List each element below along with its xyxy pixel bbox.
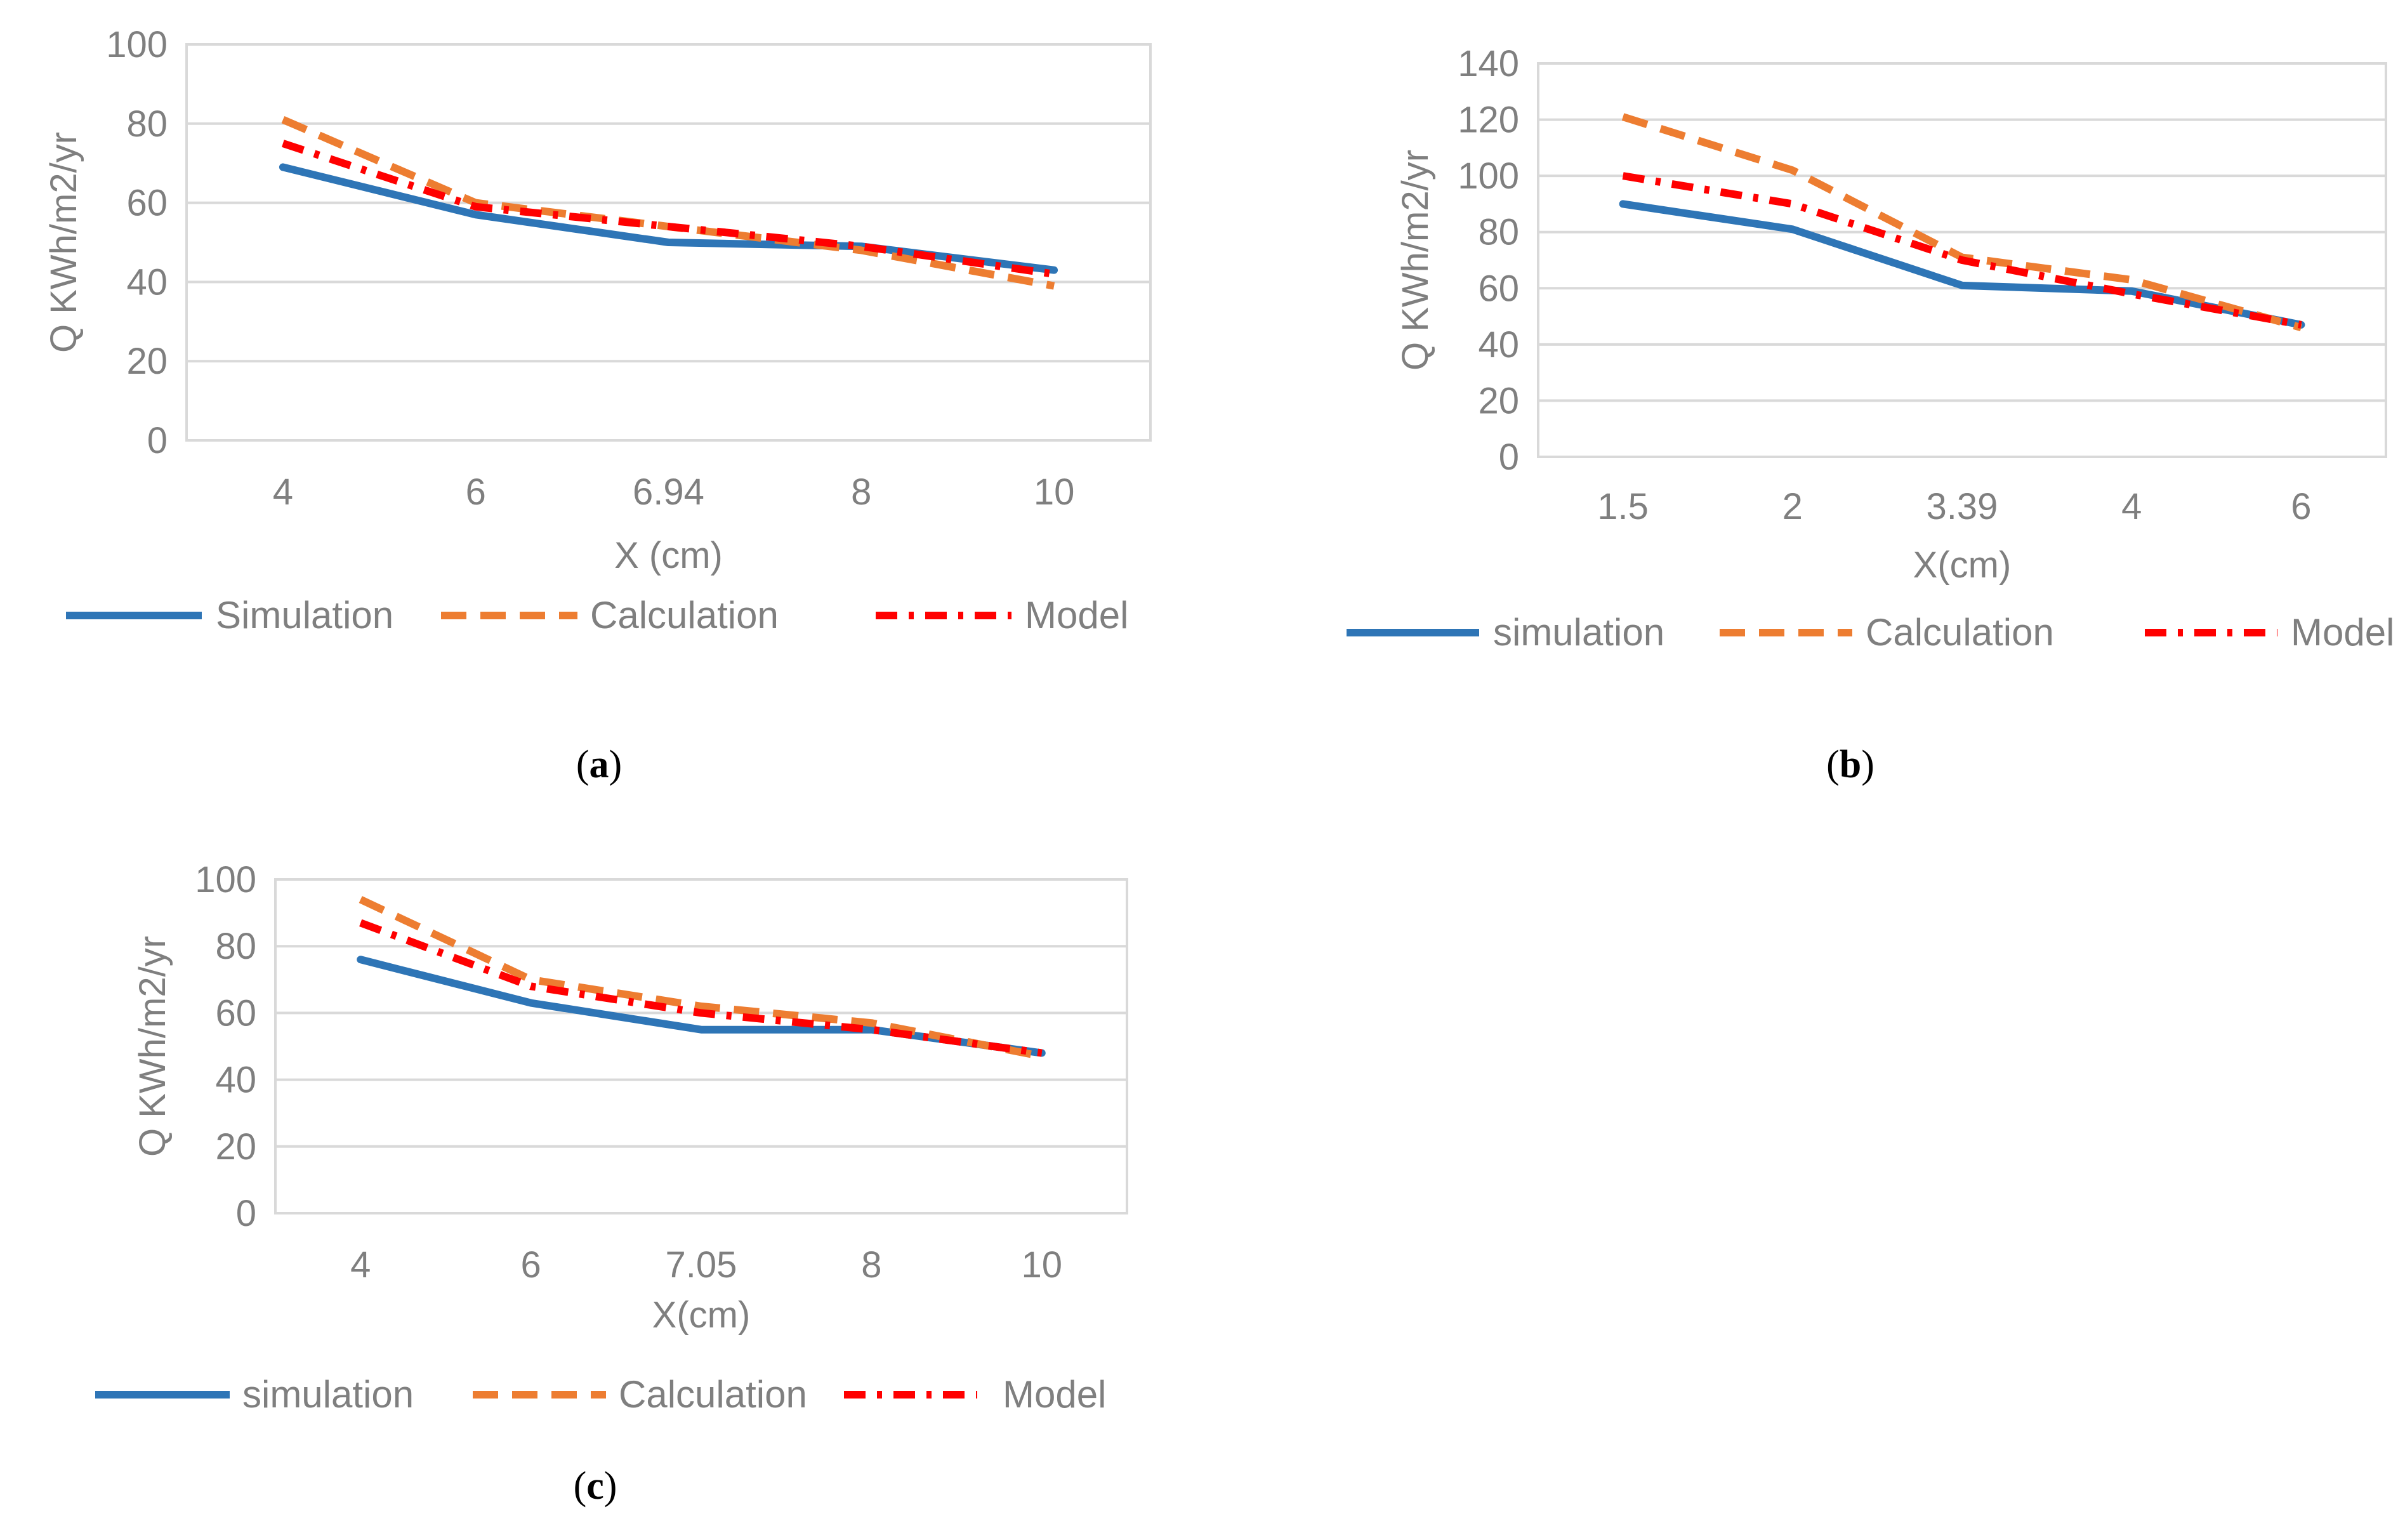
y-tick-label: 100 [106,24,168,65]
y-tick-label: 0 [147,420,168,461]
x-axis-label: X(cm) [652,1294,751,1336]
chart-b: 0 20 40 60 80 100 120 140 1.5 2 3.39 4 6 Q KWh/m2/yr X… [1347,43,2394,786]
chart-c: 0 20 40 60 80 100 4 6 7.05 8 10 Q KWh/m2/yr X(cm) sim… [95,859,1128,1508]
y-tick-label: 20 [1478,380,1519,421]
x-tick-label: 6 [466,471,486,513]
legend-label-simulation: simulation [242,1373,414,1416]
y-axis-label: Q KWh/m2/yr [1395,150,1436,371]
panel-caption: (b) [1826,743,1874,786]
legend-label-model: Model [1025,594,1128,636]
y-tick-label: 60 [126,183,168,224]
x-axis-label: X(cm) [1913,544,2012,586]
y-tick-label: 60 [1478,268,1519,309]
series-line-calculation [359,896,1043,1060]
x-tick-label: 4 [273,471,293,513]
y-tick-label: 0 [1499,437,1519,478]
chart-panel-c: 0 20 40 60 80 100 4 6 7.05 8 10 Q KWh/m2/yr X(cm) sim… [0,800,1206,1537]
x-tick-label: 6 [2291,486,2311,527]
y-tick-label: 20 [215,1126,256,1168]
y-axis-label: Q KWh/m2/yr [43,132,84,353]
legend-label-calculation: Calculation [619,1373,807,1416]
panel-caption: (c) [574,1464,617,1508]
x-tick-label: 2 [1782,486,1803,527]
y-tick-label: 80 [126,103,168,145]
x-tick-label: 8 [861,1244,881,1286]
x-tick-label: 6.94 [633,471,704,513]
y-tick-label: 40 [1478,324,1519,365]
y-tick-label: 140 [1458,43,1519,84]
x-tick-label: 4 [350,1244,371,1286]
panel-caption: (a) [576,743,622,786]
x-tick-label: 7.05 [666,1244,737,1286]
series-line-model [1622,172,2302,329]
chart-panel-a: 0 20 40 60 80 100 4 6 6.94 8 10 Q KWh/m2/yr X (cm) Si… [0,0,1206,800]
x-tick-label: 6 [520,1244,541,1286]
y-tick-label: 80 [215,926,256,967]
y-tick-label: 40 [126,261,168,303]
x-tick-label: 10 [1034,471,1075,513]
y-tick-label: 40 [215,1060,256,1101]
y-tick-label: 20 [126,341,168,382]
legend-label-simulation: Simulation [216,594,393,636]
y-tick-label: 120 [1458,100,1519,141]
y-tick-label: 100 [195,859,256,900]
y-tick-label: 100 [1458,155,1519,197]
x-tick-label: 1.5 [1597,486,1649,527]
chart-panel-b: 0 20 40 60 80 100 120 140 1.5 2 3.39 4 6 Q KWh/m2/yr X… [1206,0,2398,800]
x-tick-label: 8 [851,471,871,513]
legend-label-calculation: Calculation [590,594,779,636]
x-axis-label: X (cm) [614,535,723,576]
series-line-model [359,919,1043,1057]
y-tick-label: 0 [236,1193,256,1234]
legend-label-model: Model [1003,1373,1106,1416]
legend-label-calculation: Calculation [1866,611,2054,654]
legend-label-model: Model [2291,611,2394,654]
x-tick-label: 3.39 [1927,486,1998,527]
x-tick-label: 4 [2121,486,2142,527]
x-tick-label: 10 [1022,1244,1063,1286]
series-line-model [282,140,1055,278]
y-axis-label: Q KWh/m2/yr [132,936,173,1157]
y-tick-label: 80 [1478,212,1519,253]
chart-a: 0 20 40 60 80 100 4 6 6.94 8 10 Q KWh/m2/yr X (cm) Si… [43,24,1152,786]
legend-label-simulation: simulation [1493,611,1664,654]
y-tick-label: 60 [215,992,256,1034]
